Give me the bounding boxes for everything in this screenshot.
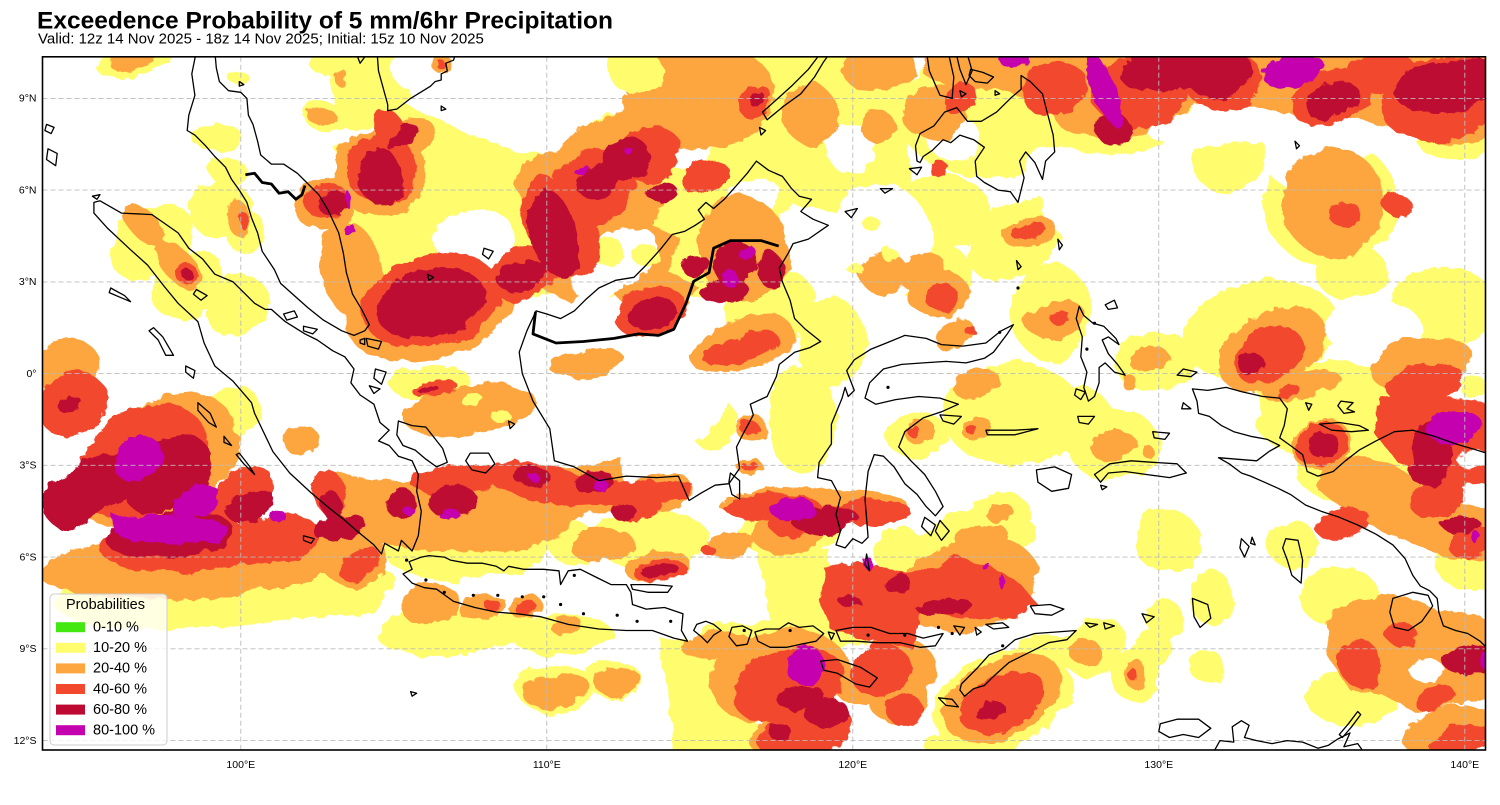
- svg-text:0-10 %: 0-10 %: [93, 620, 139, 636]
- svg-text:140°E: 140°E: [1450, 759, 1479, 771]
- svg-text:6°N: 6°N: [19, 184, 37, 196]
- svg-text:Probabilities: Probabilities: [66, 597, 145, 613]
- svg-text:40-60 %: 40-60 %: [93, 681, 147, 697]
- svg-text:100°E: 100°E: [226, 759, 255, 771]
- svg-text:3°N: 3°N: [19, 276, 37, 288]
- svg-text:12°S: 12°S: [14, 735, 37, 747]
- svg-text:10-20 %: 10-20 %: [93, 640, 147, 656]
- svg-text:9°N: 9°N: [19, 93, 37, 105]
- svg-text:0°: 0°: [26, 368, 36, 380]
- svg-text:110°E: 110°E: [533, 759, 561, 771]
- svg-text:Exceedence Probability of 5 mm: Exceedence Probability of 5 mm/6hr Preci…: [37, 8, 613, 35]
- svg-text:9°S: 9°S: [19, 643, 36, 655]
- svg-text:Valid: 12z 14 Nov 2025 - 18z 1: Valid: 12z 14 Nov 2025 - 18z 14 Nov 2025…: [38, 31, 484, 48]
- svg-text:60-80 %: 60-80 %: [93, 702, 147, 718]
- svg-text:130°E: 130°E: [1144, 759, 1173, 771]
- svg-text:120°E: 120°E: [838, 759, 867, 771]
- svg-text:3°S: 3°S: [19, 460, 36, 472]
- svg-text:20-40 %: 20-40 %: [93, 661, 147, 677]
- svg-text:6°S: 6°S: [19, 551, 36, 563]
- svg-text:80-100 %: 80-100 %: [93, 723, 155, 739]
